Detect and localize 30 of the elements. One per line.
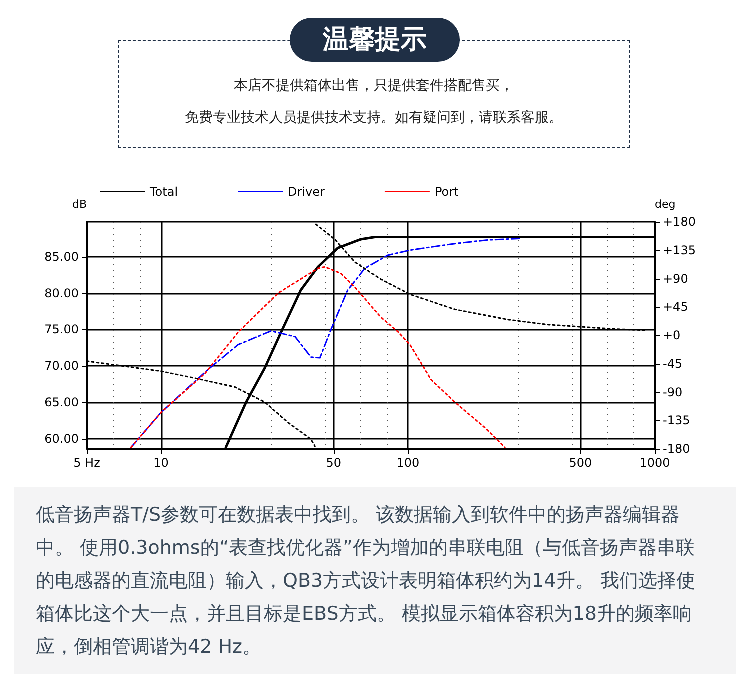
- y-tick-label: 60.00: [44, 432, 79, 446]
- chart-subtitle: 本店不提供箱体出售，只提供套件搭配售买，: [233, 77, 515, 96]
- x-tick-label: 50: [326, 456, 342, 470]
- y2-tick-label: +0: [663, 328, 681, 342]
- y2-tick-label: -135: [663, 414, 690, 428]
- y2-tick-label: -180: [663, 442, 690, 456]
- legend-label: Driver: [288, 185, 326, 199]
- y2-axis-title: deg: [655, 198, 676, 211]
- y-tick-label: 75.00: [44, 322, 79, 337]
- x-tick-label: 5 Hz: [74, 456, 100, 470]
- text: 低音扬声器T/S参数可在数据表中找到。 该数据输入到软件中的扬声器编辑器中。 使用0.3ohms的“表查找优化器”作为增加的串联电阻（与低音扬声器串联的电感器的直流电阻）输入，QB3方式设计表明箱体积约为14升。 我们选择使箱体比这个大一点，并且目标是EBS方式。 模拟显示箱体容积为18升的频率响应，倒相管调谐为42 Hz。: [36, 503, 696, 660]
- y2-tick-label: +45: [663, 300, 688, 314]
- x-tick-label: 500: [569, 456, 592, 470]
- y-axis-title: dB: [72, 198, 87, 211]
- legend-label: Total: [149, 185, 178, 199]
- y-tick-label: 85.00: [44, 250, 79, 264]
- y-tick-label: 70.00: [44, 359, 79, 374]
- chart-title: 温馨提示: [290, 18, 460, 62]
- y2-tick-label: -45: [663, 356, 683, 371]
- y2-tick-label: -90: [663, 385, 683, 400]
- y-tick-label: 80.00: [44, 286, 79, 300]
- legend-label: Port: [434, 185, 460, 199]
- y2-tick-label: +180: [663, 215, 696, 229]
- y2-tick-label: +135: [663, 243, 696, 258]
- x-tick-label: 10: [154, 456, 169, 470]
- y2-tick-label: +90: [663, 272, 688, 286]
- y-tick-label: 65.00: [44, 395, 79, 410]
- x-tick-label: 100: [396, 456, 420, 470]
- x-tick-label: 1000: [640, 456, 670, 470]
- text: 免费专业技术人员提供技术支持。如有疑问到，请联系客服。: [184, 109, 564, 128]
